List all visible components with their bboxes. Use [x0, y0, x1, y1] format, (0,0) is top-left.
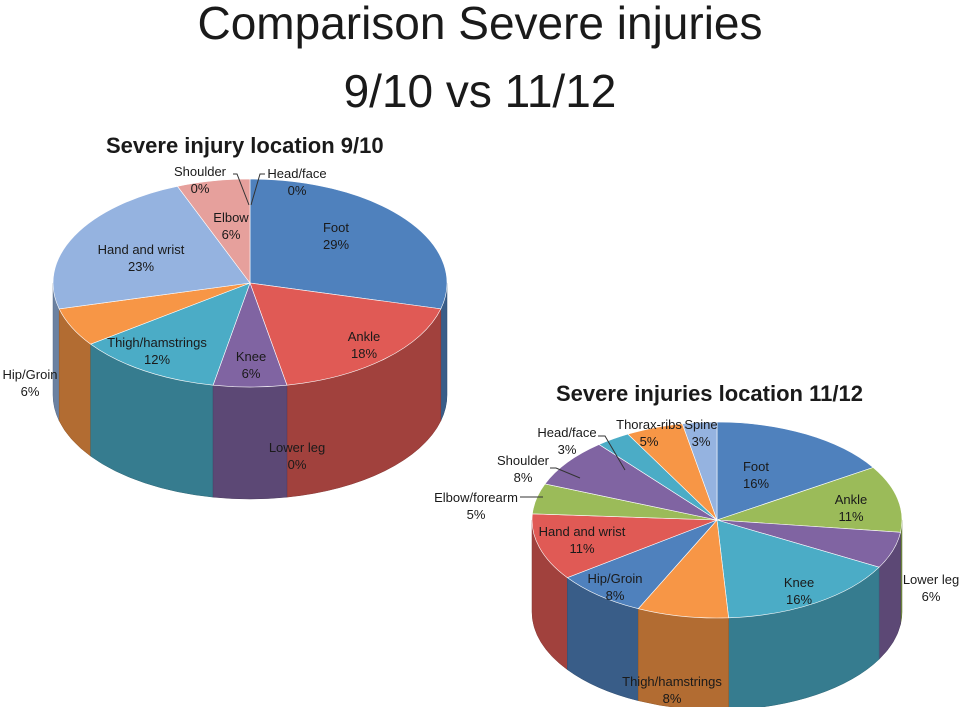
pie2-slice-knee — [716, 519, 880, 619]
pie2-label-lower-leg: Lower leg 6% — [903, 572, 959, 604]
pie2-label-foot: Foot 16% — [743, 459, 769, 491]
page-title-line-2: 9/10 vs 11/12 — [343, 65, 617, 117]
pie1-label-lower-leg: Lower leg 0% — [269, 440, 325, 472]
pie2-slice-shoulder — [544, 444, 718, 521]
pie2-slice-thigh-hamstrings — [637, 519, 729, 619]
pie2-label-shoulder: Shoulder 8% — [497, 453, 550, 485]
pie1-slice-elbow — [176, 178, 251, 284]
pie1-label-thigh-hamstrings: Thigh/hamstrings 12% — [107, 335, 207, 367]
pie2-label-ankle: Ankle 11% — [835, 492, 868, 524]
pie1-label-elbow: Elbow 6% — [213, 210, 249, 242]
pie-chart-2011-12 — [531, 421, 903, 707]
pie1-label-hip-groin: Hip/Groin 6% — [3, 367, 58, 399]
pie2-label-spine: Spine 3% — [684, 417, 717, 449]
pie2-label-head-face: Head/face 3% — [537, 425, 596, 457]
pie2-label-elbow-forearm: Elbow/forearm 5% — [434, 490, 518, 522]
pie2-slice-hand-and-wrist — [531, 513, 718, 578]
pie2-slice-hip-groin — [566, 519, 718, 610]
pie1-leader-shoulder — [233, 173, 250, 206]
page-title-line-1: Comparison Severe injuries — [197, 0, 763, 49]
pie1-label-knee: Knee 6% — [236, 349, 266, 381]
pie2-label-thorax-ribs: Thorax-ribs 5% — [616, 417, 682, 449]
pie1-label-head-face: Head/face 0% — [267, 166, 326, 198]
slice-labels: Shoulder 0% Head/face 0% Elbow 6% Foot 29% Hand … — [3, 164, 960, 706]
chart-1-title: Severe injury location 9/10 — [106, 133, 384, 158]
pie1-label-ankle: Ankle 18% — [348, 329, 381, 361]
pie2-leader-head-face — [598, 435, 626, 471]
pie1-slice-ankle — [249, 282, 442, 386]
pie2-label-knee: Knee 16% — [784, 575, 814, 607]
pie1-leader-head-face — [250, 173, 265, 206]
pie1-label-shoulder: Shoulder 0% — [174, 164, 227, 196]
pie1-label-foot: Foot 29% — [323, 220, 349, 252]
pie2-leader-shoulder — [550, 467, 581, 479]
chart-2-title: Severe injuries location 11/12 — [556, 381, 863, 406]
pie2-slice-foot — [716, 421, 874, 521]
pie1-slice-foot — [249, 178, 448, 310]
pie-chart-2009-10 — [52, 178, 448, 500]
pie1-slice-hand-and-wrist — [52, 185, 251, 310]
pie2-label-hand-and-wrist: Hand and wrist 11% — [539, 524, 626, 556]
pie2-label-hip-groin: Hip/Groin 8% — [588, 571, 643, 603]
pie2-slice-spine — [681, 421, 718, 521]
pie2-slice-side-thigh-hamstrings — [637, 608, 729, 707]
pie1-slice-thigh-hamstrings — [89, 282, 251, 386]
pie2-slice-ankle — [716, 467, 903, 533]
pie1-label-hand-and-wrist: Hand and wrist 23% — [98, 242, 185, 274]
pie2-label-thigh-hamstrings: Thigh/hamstrings 8% — [622, 674, 722, 706]
